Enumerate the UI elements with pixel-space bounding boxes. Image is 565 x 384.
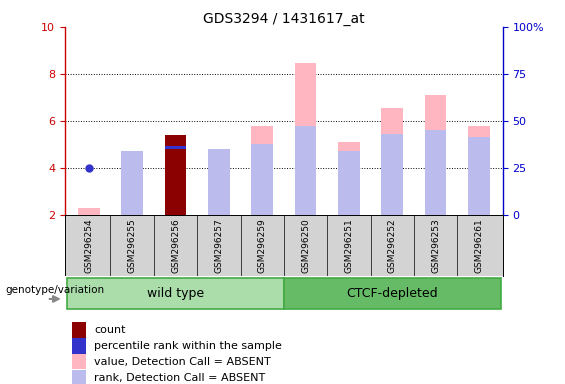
Text: GSM296250: GSM296250 [301, 218, 310, 273]
Bar [295, 126, 316, 215]
Text: GSM296254: GSM296254 [84, 218, 93, 273]
Text: count: count [94, 325, 126, 335]
Bar [121, 151, 143, 215]
Text: GSM296253: GSM296253 [431, 218, 440, 273]
Bar [338, 151, 360, 215]
Bar [78, 209, 99, 215]
Bar [468, 126, 490, 215]
Bar [295, 63, 316, 215]
Bar [121, 151, 143, 215]
Bar [72, 338, 85, 354]
Text: GSM296261: GSM296261 [475, 218, 484, 273]
Bar [72, 354, 85, 369]
Bar [208, 149, 230, 215]
Text: GSM296252: GSM296252 [388, 218, 397, 273]
Text: percentile rank within the sample: percentile rank within the sample [94, 341, 282, 351]
Text: wild type: wild type [147, 287, 204, 300]
Text: GSM296251: GSM296251 [345, 218, 354, 273]
Bar [284, 278, 501, 310]
Bar [425, 95, 446, 215]
Bar [72, 370, 85, 384]
Text: GSM296257: GSM296257 [214, 218, 223, 273]
Bar [425, 131, 446, 215]
Bar [67, 278, 284, 310]
Bar [251, 126, 273, 215]
Bar [208, 149, 230, 215]
Bar [468, 137, 490, 215]
Text: rank, Detection Call = ABSENT: rank, Detection Call = ABSENT [94, 373, 266, 383]
Text: GSM296256: GSM296256 [171, 218, 180, 273]
Text: GSM296255: GSM296255 [128, 218, 137, 273]
Text: genotype/variation: genotype/variation [6, 285, 105, 295]
Bar [381, 108, 403, 215]
Bar [338, 142, 360, 215]
Bar [251, 144, 273, 215]
Bar [381, 134, 403, 215]
Title: GDS3294 / 1431617_at: GDS3294 / 1431617_at [203, 12, 365, 26]
Text: CTCF-depleted: CTCF-depleted [346, 287, 438, 300]
Text: GSM296259: GSM296259 [258, 218, 267, 273]
Bar [164, 135, 186, 215]
Bar [164, 146, 186, 149]
Text: value, Detection Call = ABSENT: value, Detection Call = ABSENT [94, 357, 271, 367]
Bar [72, 323, 85, 338]
